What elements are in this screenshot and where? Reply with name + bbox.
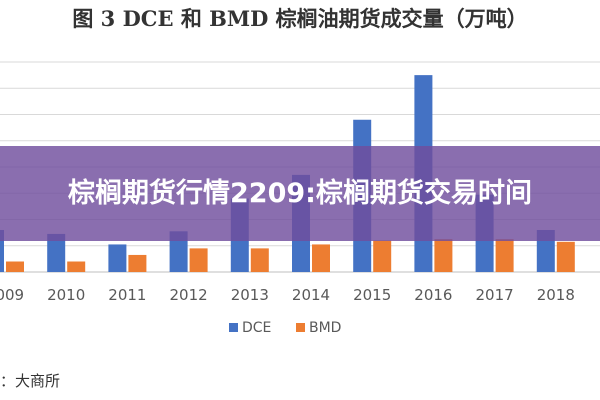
legend: DCE BMD [229,320,341,336]
bar-bmd-2018 [556,241,575,272]
headline-overlay-banner: 棕榈期货行情2209:棕榈期货交易时间 [0,146,600,241]
x-tick-label-2017: 2017 [476,286,514,304]
bar-bmd-2016 [434,239,453,272]
x-tick-label-2012: 2012 [170,286,208,304]
bar-bmd-2015 [373,240,392,272]
bar-bmd-2010 [67,261,86,272]
bar-dce-2009 [0,230,4,272]
x-tick-label-2015: 2015 [353,286,391,304]
x-axis-tick-labels: 2009 2010 2011 2012 2013 2014 2015 2016 2017 2018 [0,286,575,304]
x-tick-label-2014: 2014 [292,286,330,304]
bar-bmd-2009 [6,261,24,272]
source-note: ：大商所 [0,372,61,390]
overlay-headline: 棕榈期货行情2209:棕榈期货交易时间 [68,177,532,209]
legend-label-dce: DCE [242,320,271,336]
bar-bmd-2013 [250,248,269,272]
legend-swatch-dce [229,323,238,332]
bar-bmd-2012 [189,248,208,272]
bar-dce-2010 [47,233,66,272]
bar-bmd-2011 [128,254,147,272]
legend-swatch-bmd [296,323,305,332]
bar-bmd-2017 [495,239,514,272]
x-tick-label-2018: 2018 [537,286,575,304]
figure-title: 图 3 DCE 和 BMD 棕榈油期货成交量（万吨） [72,6,528,31]
bar-dce-2011 [108,244,127,272]
bar-dce-2012 [169,231,188,272]
x-tick-label-2016: 2016 [414,286,452,304]
legend-label-bmd: BMD [309,320,341,336]
x-tick-label-2010: 2010 [47,286,85,304]
x-tick-label-2011: 2011 [108,286,146,304]
bar-bmd-2014 [312,244,330,272]
x-tick-label-2009: 2009 [0,286,24,304]
x-tick-label-2013: 2013 [231,286,269,304]
